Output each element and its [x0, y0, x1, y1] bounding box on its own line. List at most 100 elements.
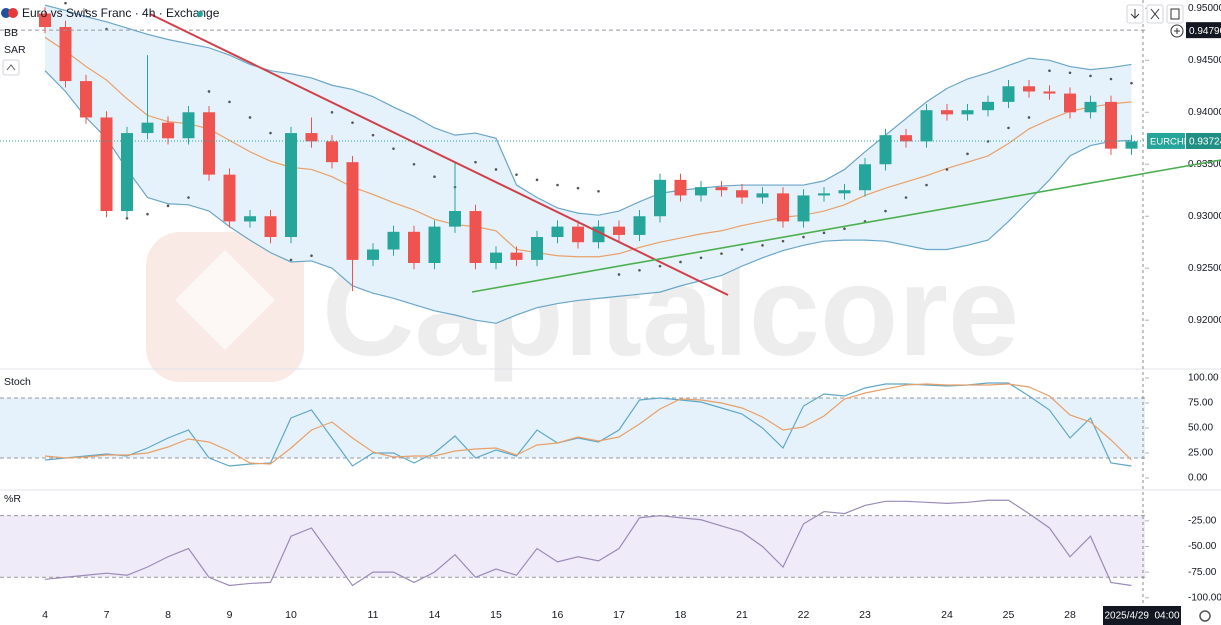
pane-title: %R: [4, 493, 21, 505]
x-tick-label: 17: [613, 609, 625, 621]
x-tick-label: 15: [490, 609, 502, 621]
candle-body: [469, 211, 482, 264]
candle-body: [264, 216, 277, 238]
collapse-button[interactable]: [2, 59, 20, 76]
candle-body: [141, 122, 154, 134]
date-label: 2025/4/29 04:00: [1104, 611, 1180, 622]
candle-body: [182, 112, 195, 139]
sar-dot: [802, 235, 805, 239]
candle-body: [1064, 93, 1076, 113]
sar-dot: [761, 244, 764, 247]
sar-dot: [166, 204, 170, 208]
sar-dot: [351, 121, 354, 124]
candle-body: [1023, 86, 1035, 92]
y-tick-label: 0.92000: [1188, 315, 1221, 326]
y-tick-label: -75.00: [1188, 567, 1217, 578]
sar-dot: [679, 260, 682, 264]
indicator-line: [44, 382, 1132, 467]
band-fill: [0, 515, 1145, 578]
indicator-label: BB: [4, 27, 18, 39]
sar-dot: [64, 1, 67, 5]
sar-dot: [699, 256, 703, 260]
y-tick-label: 50.00: [1188, 423, 1213, 434]
bb-upper: [44, 4, 1132, 216]
candle-body: [777, 193, 789, 222]
candle-body: [1105, 101, 1117, 149]
candle-body: [838, 190, 851, 194]
candle-body: [1002, 86, 1015, 102]
collapse-icon: [6, 64, 16, 71]
sar-dot: [884, 209, 887, 213]
candle-body: [695, 187, 707, 196]
y-tick-label: 25.00: [1188, 448, 1213, 459]
candle-body: [1043, 91, 1056, 94]
candle-body: [613, 226, 625, 235]
icon: [1130, 9, 1140, 19]
candle-body: [449, 211, 461, 227]
candle-body: [551, 226, 564, 238]
candle-body: [920, 110, 933, 142]
candle-body: [572, 226, 584, 243]
y-tick-label: -100.00: [1188, 592, 1221, 603]
sar-dot: [392, 147, 395, 150]
sar-dot: [781, 239, 785, 243]
x-tick-label: 4: [42, 609, 48, 621]
x-tick-label: 11: [368, 609, 379, 621]
sar-dot: [638, 268, 641, 272]
bb-basis: [44, 36, 1132, 258]
candle-body: [367, 249, 379, 260]
sar-dot: [966, 152, 969, 156]
y-tick-label: 0.93000: [1188, 211, 1221, 222]
sar-dot: [371, 133, 375, 137]
candle-body: [1084, 101, 1097, 113]
bb-fill: [45, 5, 1132, 324]
sar-dot: [474, 160, 477, 164]
x-tick-label: 14: [429, 609, 441, 621]
date-label-box: [1103, 606, 1181, 625]
candle-body: [59, 27, 72, 82]
candle-body: [756, 193, 769, 198]
candle-body: [428, 226, 441, 264]
settings-icon[interactable]: [1199, 610, 1211, 622]
candle-body: [797, 195, 810, 222]
sar-dot: [1068, 71, 1072, 75]
y-tick-label: -50.00: [1188, 541, 1217, 552]
status-dot: [197, 11, 203, 17]
candle-body: [633, 216, 646, 235]
x-tick-label: 28: [1064, 609, 1076, 621]
add-icon: [1174, 28, 1180, 34]
candle-body: [510, 252, 523, 260]
x-tick-label: 22: [798, 609, 810, 621]
x-tick-label: 10: [285, 609, 297, 621]
flag-chf: [8, 8, 18, 18]
candle-body: [203, 112, 215, 175]
x-tick-label: 25: [1003, 609, 1015, 621]
symbol-label: EURCHF: [1150, 136, 1190, 147]
last-price-box: [1186, 132, 1221, 149]
trend-line-up: [471, 159, 1221, 293]
candle-body: [244, 216, 256, 222]
button[interactable]: [1166, 4, 1184, 24]
sar-dot: [617, 273, 621, 276]
bb-lower: [44, 70, 1132, 324]
x-tick-label: 7: [104, 609, 110, 621]
sar-dot: [1109, 77, 1113, 81]
sar-dot: [904, 196, 908, 199]
candle-body: [490, 252, 502, 264]
candle-body: [941, 110, 953, 115]
candle-body: [736, 190, 748, 198]
candle-body: [223, 174, 236, 222]
sar-dot: [843, 227, 846, 231]
high-label: 0.94790: [1189, 26, 1221, 37]
sar-dot: [1007, 126, 1010, 130]
sar-dot: [228, 100, 231, 104]
candle-body: [531, 237, 543, 260]
y-tick-label: -25.00: [1188, 515, 1217, 526]
sar-dot: [1130, 81, 1133, 85]
candle-body: [80, 81, 92, 118]
sar-dot: [658, 264, 662, 268]
sar-dot: [412, 162, 416, 166]
indicator-label: SAR: [4, 44, 26, 56]
